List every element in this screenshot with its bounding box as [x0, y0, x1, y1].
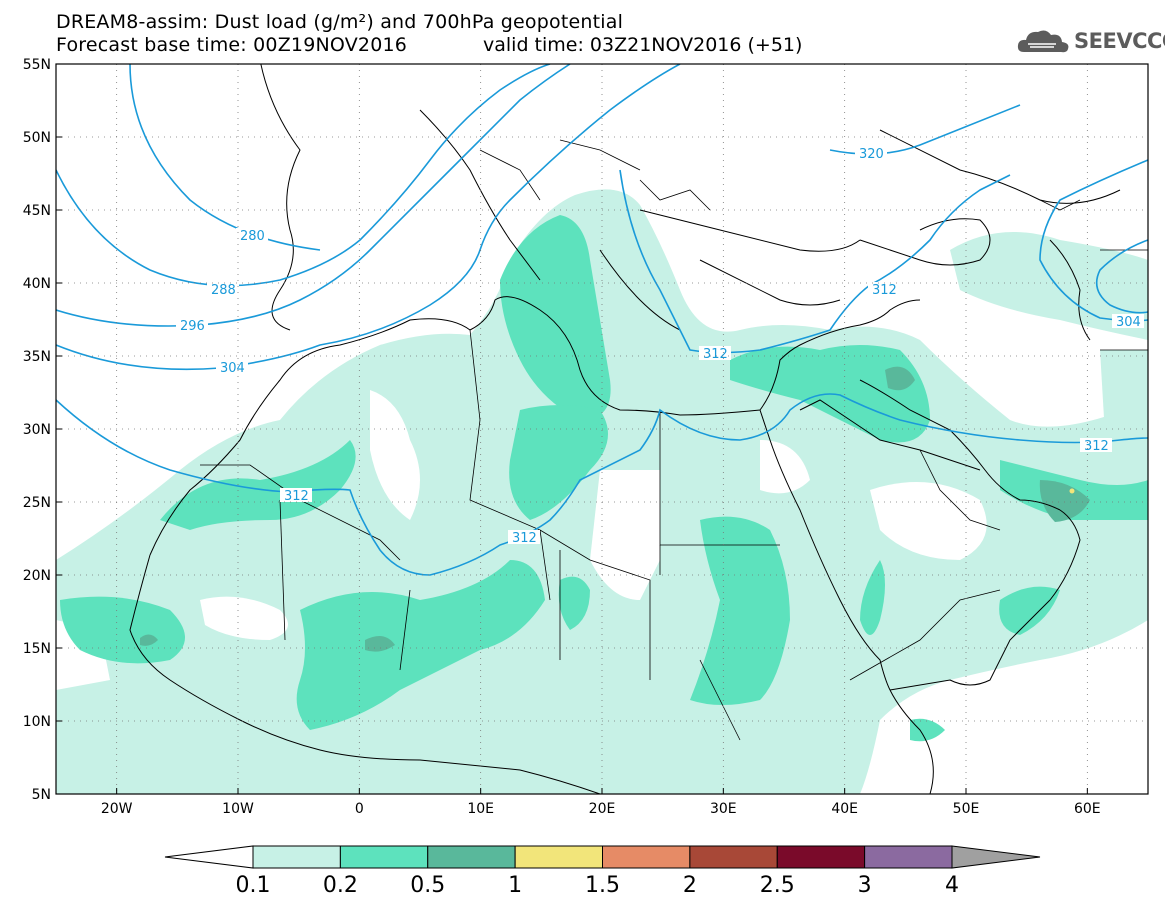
seevccc-logo: SEEVCCC — [1016, 26, 1165, 56]
dust-peak-marker — [1069, 488, 1075, 494]
colorbar-level-label: 4 — [945, 873, 959, 898]
colorbar-box — [776, 845, 866, 869]
colorbar: 0.1 0.2 0.5 1 1.5 2 2.5 3 4 — [164, 845, 1041, 898]
contour-label-312a: 312 — [284, 489, 309, 504]
contour-label-312e: 312 — [1084, 439, 1109, 454]
colorbar-over-triangle — [951, 845, 1041, 869]
dust-gaps — [56, 64, 1148, 690]
colorbar-box — [689, 845, 778, 869]
y-tick-label: 25N — [23, 495, 51, 511]
contour-288 — [56, 64, 551, 287]
contour-label-320: 320 — [859, 147, 884, 162]
map-title: DREAM8-assim: Dust load (g/m²) and 700hP… — [56, 11, 624, 33]
x-tick-label: 20W — [101, 801, 133, 817]
contour-312-south — [56, 393, 1148, 576]
logo-text: SEEVCCC — [1074, 29, 1165, 53]
cloud-icon — [1017, 30, 1069, 53]
x-axis: 20W 10W 0 10E 20E 30E 40E 50E 60E — [101, 788, 1101, 817]
y-tick-label: 50N — [23, 130, 51, 146]
contour-label-312d: 312 — [872, 283, 897, 298]
y-tick-label: 40N — [23, 276, 51, 292]
x-tick-label: 20E — [589, 801, 616, 817]
dust-layer-0.2 — [60, 215, 1148, 742]
colorbar-level-label: 0.5 — [410, 873, 445, 898]
contour-312-north — [619, 169, 1011, 354]
colorbar-box — [864, 845, 953, 869]
colorbar-level-label: 1.5 — [585, 873, 620, 898]
x-tick-label: 40E — [831, 801, 858, 817]
y-tick-label: 35N — [23, 349, 51, 365]
y-tick-label: 10N — [23, 714, 51, 730]
y-tick-label: 20N — [23, 568, 51, 584]
colorbar-level-label: 0.2 — [323, 873, 358, 898]
contour-label-304-east: 304 — [1116, 315, 1141, 330]
valid-time: valid time: 03Z21NOV2016 (+51) — [483, 34, 803, 56]
contour-label-280: 280 — [240, 229, 265, 244]
colorbar-box — [602, 845, 691, 869]
y-tick-label: 5N — [32, 787, 51, 803]
dust-layer-0.5 — [140, 366, 1090, 652]
x-tick-label: 50E — [953, 801, 980, 817]
y-tick-label: 15N — [23, 641, 51, 657]
contour-label-288: 288 — [211, 283, 236, 298]
colorbar-box — [427, 845, 516, 869]
contour-304-east — [1039, 159, 1148, 322]
map-grid — [56, 64, 1148, 794]
colorbar-level-label: 2 — [683, 873, 697, 898]
contour-label-304: 304 — [220, 361, 245, 376]
contour-label-296: 296 — [180, 319, 205, 334]
colorbar-box — [252, 845, 341, 869]
x-tick-label: 10W — [222, 801, 254, 817]
contour-312-east-inner — [1095, 239, 1148, 314]
y-tick-label: 30N — [23, 422, 51, 438]
colorbar-box — [514, 845, 603, 869]
contour-label-312b: 312 — [512, 531, 537, 546]
colorbar-under-triangle — [164, 845, 254, 869]
x-tick-label: 30E — [710, 801, 737, 817]
colorbar-level-label: 1 — [508, 873, 522, 898]
colorbar-box — [339, 845, 429, 869]
country-borders — [200, 139, 1148, 741]
x-tick-label: 60E — [1074, 801, 1101, 817]
contour-label-312c: 312 — [703, 347, 728, 362]
y-axis: 55N 50N 45N 40N 35N 30N 25N 20N 15N 10N 5N — [23, 57, 62, 803]
x-tick-label: 0 — [355, 801, 364, 817]
colorbar-level-label: 2.5 — [760, 873, 795, 898]
x-tick-label: 10E — [467, 801, 494, 817]
contour-280 — [129, 64, 321, 251]
contour-labels: 280 288 296 304 312 312 312 312 312 320 … — [176, 146, 1144, 546]
forecast-base-time: Forecast base time: 00Z19NOV2016 — [56, 34, 408, 56]
colorbar-level-label: 0.1 — [236, 873, 271, 898]
y-tick-label: 55N — [23, 57, 51, 73]
y-tick-label: 45N — [23, 203, 51, 219]
colorbar-level-label: 3 — [858, 873, 872, 898]
coastlines — [129, 64, 1121, 794]
